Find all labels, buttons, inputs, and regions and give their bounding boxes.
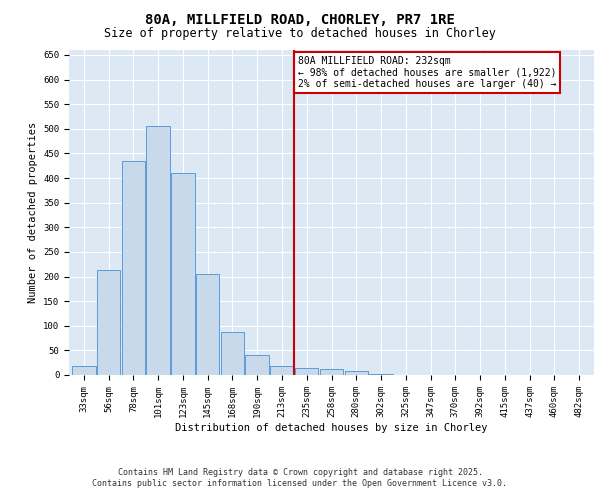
Text: Size of property relative to detached houses in Chorley: Size of property relative to detached ho… [104, 28, 496, 40]
Y-axis label: Number of detached properties: Number of detached properties [28, 122, 38, 303]
Bar [122, 161, 145, 375]
Bar [245, 356, 269, 375]
Bar [171, 173, 194, 375]
Bar [146, 126, 170, 375]
Bar [196, 274, 220, 375]
Text: 80A MILLFIELD ROAD: 232sqm
← 98% of detached houses are smaller (1,922)
2% of se: 80A MILLFIELD ROAD: 232sqm ← 98% of deta… [298, 56, 557, 89]
Bar [221, 332, 244, 375]
Bar [270, 366, 294, 375]
Bar [72, 366, 95, 375]
Bar [369, 374, 393, 375]
X-axis label: Distribution of detached houses by size in Chorley: Distribution of detached houses by size … [175, 422, 488, 432]
Text: 80A, MILLFIELD ROAD, CHORLEY, PR7 1RE: 80A, MILLFIELD ROAD, CHORLEY, PR7 1RE [145, 12, 455, 26]
Bar [97, 270, 121, 375]
Bar [344, 371, 368, 375]
Bar [295, 368, 319, 375]
Bar [320, 369, 343, 375]
Text: Contains HM Land Registry data © Crown copyright and database right 2025.
Contai: Contains HM Land Registry data © Crown c… [92, 468, 508, 487]
